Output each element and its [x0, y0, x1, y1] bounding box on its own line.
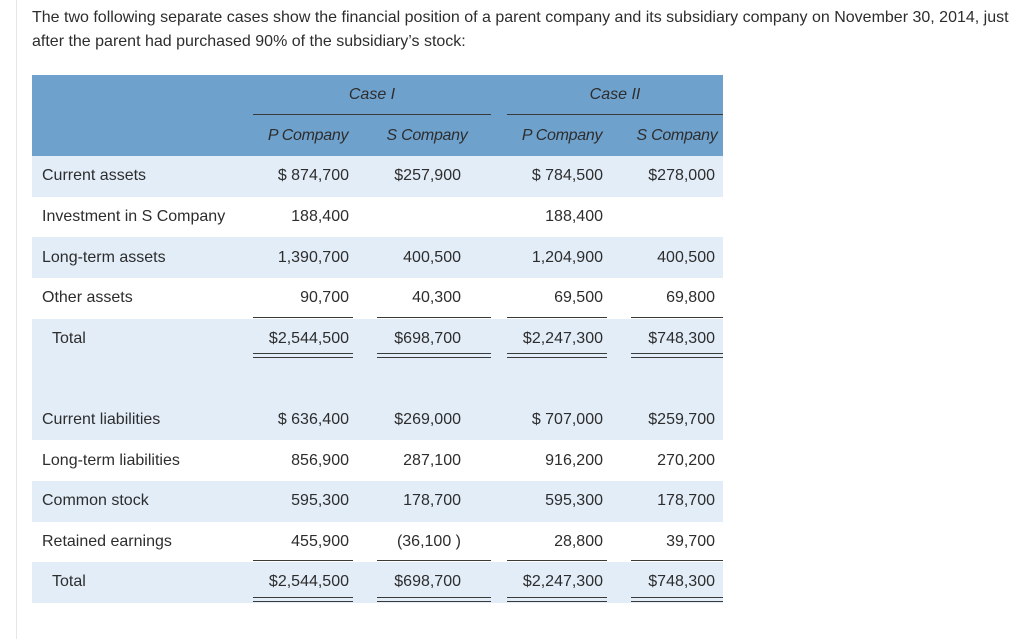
cell-case1-s: $698,700 [394, 573, 461, 591]
page-left-border [16, 0, 17, 639]
cell-case2-s: 400,500 [657, 248, 715, 266]
row-label: Common stock [42, 492, 149, 510]
cell-case1-p: 1,390,700 [277, 248, 349, 266]
financial-position-table: Case I Case II P Company S Company P Com… [32, 75, 723, 603]
cell-case1-p: 90,700 [300, 289, 349, 307]
total-double-underline [377, 353, 491, 359]
table-row: Common stock 595,300 178,700 595,300 178… [32, 480, 723, 522]
subtotal-underline [631, 560, 723, 562]
cell-case2-p: $2,247,300 [522, 573, 603, 591]
cell-case1-p: $ 874,700 [277, 167, 349, 185]
cell-case1-s: 178,700 [403, 492, 461, 510]
subtotal-underline [377, 316, 491, 318]
cell-case2-s: $748,300 [648, 329, 715, 347]
table-row: Retained earnings 455,900 (36,100 ) 28,8… [32, 521, 723, 563]
cell-case2-p: 188,400 [545, 208, 603, 226]
cell-case1-s: 40,300 [412, 289, 461, 307]
cell-case2-p: $ 707,000 [531, 411, 603, 429]
cell-case1-s [377, 197, 461, 238]
row-label: Total [52, 329, 86, 347]
col-case2-s-company: S Company [636, 126, 718, 144]
subtotal-underline [253, 316, 353, 318]
case-2-underline [507, 113, 723, 115]
total-double-underline [377, 596, 491, 602]
cell-case1-s: 287,100 [403, 451, 461, 469]
spacer-row [32, 359, 723, 400]
cell-case2-s: $259,700 [648, 411, 715, 429]
total-double-underline [631, 596, 723, 602]
cell-case1-s: $269,000 [394, 411, 461, 429]
cell-case1-p: 856,900 [291, 451, 349, 469]
total-row: Total $2,544,500 $698,700 $2,247,300 $74… [32, 318, 723, 360]
cell-case2-p: 916,200 [545, 451, 603, 469]
cell-case1-p: $2,544,500 [268, 573, 349, 591]
subtotal-underline [631, 316, 723, 318]
row-label: Other assets [42, 289, 133, 307]
case-1-underline [253, 113, 491, 115]
col-case1-p-company: P Company [267, 126, 349, 144]
cell-case2-s [631, 197, 715, 238]
table-row: Other assets 90,700 40,300 69,500 69,800 [32, 277, 723, 319]
cell-case2-s: 69,800 [666, 289, 715, 307]
row-label: Current liabilities [42, 411, 161, 429]
row-label: Total [52, 573, 86, 591]
subtotal-underline [507, 560, 607, 562]
cell-case1-s: 400,500 [403, 248, 461, 266]
problem-intro-text: The two following separate cases show th… [32, 9, 1009, 50]
table-row: Investment in S Company 188,400 188,400 [32, 196, 723, 238]
row-label: Current assets [42, 167, 147, 185]
cell-case2-s: 270,200 [657, 451, 715, 469]
cell-case2-s: 39,700 [666, 532, 715, 550]
cell-case2-p: $ 784,500 [531, 167, 603, 185]
cell-case2-s: $278,000 [648, 167, 715, 185]
total-double-underline [507, 596, 607, 602]
cell-case1-p: 455,900 [291, 532, 349, 550]
cell-case1-p: $ 636,400 [277, 411, 349, 429]
cell-case2-s: 178,700 [657, 492, 715, 510]
subtotal-underline [253, 560, 353, 562]
cell-case2-p: 69,500 [554, 289, 603, 307]
cell-case1-p: 595,300 [291, 492, 349, 510]
cell-case2-p: 595,300 [545, 492, 603, 510]
cell-case1-s: $698,700 [394, 329, 461, 347]
cell-case1-s: (36,100 ) [396, 532, 461, 550]
total-double-underline [253, 596, 353, 602]
total-row: Total $2,544,500 $698,700 $2,247,300 $74… [32, 562, 723, 603]
cell-case2-p: 28,800 [554, 532, 603, 550]
table-row: Current liabilities $ 636,400 $269,000 $… [32, 399, 723, 441]
cell-case2-p: $2,247,300 [522, 329, 603, 347]
row-label: Long-term liabilities [42, 451, 180, 469]
table-row: Long-term liabilities 856,900 287,100 91… [32, 440, 723, 481]
header-row-cases: Case I Case II [32, 75, 723, 116]
case-2-heading: Case II [589, 86, 641, 104]
row-label: Investment in S Company [42, 208, 226, 226]
cell-case2-s: $748,300 [648, 573, 715, 591]
subtotal-underline [377, 560, 491, 562]
header-row-companies: P Company S Company P Company S Company [32, 115, 723, 157]
case-1-heading: Case I [348, 86, 396, 104]
total-double-underline [253, 353, 353, 359]
col-case2-p-company: P Company [521, 126, 603, 144]
table-row: Long-term assets 1,390,700 400,500 1,204… [32, 237, 723, 278]
cell-case1-p: 188,400 [291, 208, 349, 226]
subtotal-underline [507, 316, 607, 318]
row-label: Retained earnings [42, 532, 172, 550]
cell-case2-p: 1,204,900 [531, 248, 603, 266]
cell-case1-s: $257,900 [394, 167, 461, 185]
cell-case1-p: $2,544,500 [268, 329, 349, 347]
total-double-underline [507, 353, 607, 359]
row-label: Long-term assets [42, 248, 166, 266]
col-case1-s-company: S Company [386, 126, 468, 144]
table-row: Current assets $ 874,700 $257,900 $ 784,… [32, 156, 723, 197]
total-double-underline [631, 353, 723, 359]
